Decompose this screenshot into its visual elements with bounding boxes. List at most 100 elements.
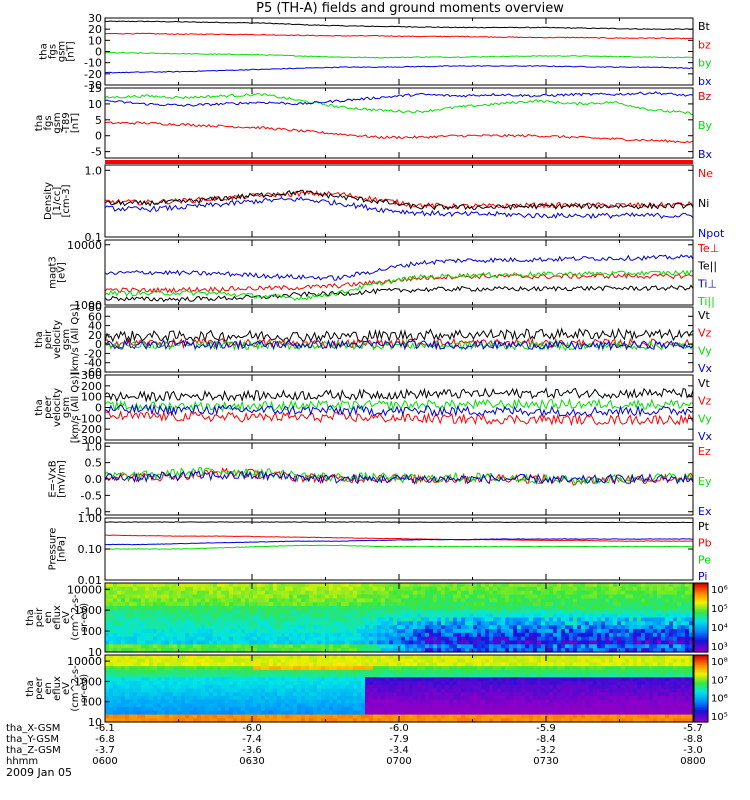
spectrogram-cell <box>409 621 414 626</box>
spectrogram-cell <box>389 669 394 675</box>
spectrogram-cell <box>493 636 498 642</box>
spectrogram-cell <box>637 609 642 615</box>
spectrogram-cell <box>329 707 334 712</box>
spectrogram-cell <box>169 655 174 660</box>
spectrogram-cell <box>305 707 310 712</box>
spectrogram-cell <box>509 625 514 630</box>
spectrogram-cell <box>109 621 114 626</box>
spectrogram-cell <box>137 602 142 607</box>
spectrogram-cell <box>253 695 258 701</box>
spectrogram-cell <box>149 586 154 592</box>
spectrogram-cell <box>277 655 282 660</box>
spectrogram-cell <box>457 640 462 645</box>
spectrogram-cell <box>505 673 510 678</box>
spectrogram-cell <box>373 594 378 599</box>
spectrogram-cell <box>301 684 306 690</box>
spectrogram-cell <box>513 673 518 678</box>
spectrogram-cell <box>233 621 238 626</box>
spectrogram-cell <box>389 655 394 660</box>
spectrogram-cell <box>145 606 150 611</box>
spectrogram-cell <box>261 629 266 634</box>
colorbar-swatch <box>694 627 708 631</box>
y-axis-label-line: fgs <box>48 44 59 59</box>
spectrogram-cell <box>601 648 606 653</box>
spectrogram-cell <box>353 688 358 693</box>
spectrogram-cell <box>525 644 530 649</box>
spectrogram-cell <box>501 699 506 704</box>
spectrogram-cell <box>225 625 230 630</box>
spectrogram-cell <box>165 586 170 592</box>
spectrogram-cell <box>441 609 446 615</box>
spectrogram-cell <box>113 602 118 607</box>
spectrogram-cell <box>169 695 174 701</box>
spectrogram-cell <box>677 644 682 649</box>
spectrogram-cell <box>409 666 414 671</box>
spectrogram-cell <box>241 666 246 671</box>
spectrogram-cell <box>493 586 498 592</box>
spectrogram-cell <box>229 629 234 634</box>
spectrogram-cell <box>257 583 262 588</box>
spectrogram-cell <box>477 609 482 615</box>
spectrogram-cell <box>357 617 362 622</box>
spectrogram-cell <box>345 583 350 588</box>
spectrogram-cell <box>309 606 314 611</box>
spectrogram-cell <box>573 583 578 588</box>
spectrogram-cell <box>657 613 662 619</box>
spectrogram-cell <box>217 636 222 642</box>
spectrogram-cell <box>217 629 222 634</box>
spectrogram-cell <box>173 703 178 708</box>
spectrogram-cell <box>273 613 278 619</box>
spectrogram-cell <box>233 662 238 667</box>
spectrogram-cell <box>541 644 546 649</box>
spectrogram-cell <box>361 669 366 675</box>
spectrogram-cell <box>285 594 290 599</box>
spectrogram-cell <box>421 692 426 697</box>
spectrogram-cell <box>301 644 306 649</box>
spectrogram-cell <box>413 590 418 596</box>
spectrogram-cell <box>249 681 254 686</box>
spectrogram-cell <box>313 666 318 671</box>
spectrogram-cell <box>449 590 454 596</box>
spectrogram-cell <box>433 640 438 645</box>
spectrogram-cell <box>289 684 294 690</box>
spectrogram-cell <box>373 648 378 653</box>
spectrogram-cell <box>425 609 430 615</box>
spectrogram-cell <box>553 625 558 630</box>
spectrogram-cell <box>181 662 186 667</box>
spectrogram-cell <box>677 602 682 607</box>
spectrogram-cell <box>633 636 638 642</box>
spectrogram-cell <box>393 707 398 712</box>
spectrogram-cell <box>337 598 342 603</box>
series-line-Vt <box>105 386 693 403</box>
spectrogram-cell <box>157 583 162 588</box>
spectrogram-cell <box>369 677 374 682</box>
spectrogram-cell <box>217 625 222 630</box>
spectrogram-cell <box>501 714 506 719</box>
spectrogram-cell <box>173 655 178 660</box>
spectrogram-cell <box>417 632 422 638</box>
spectrogram-cell <box>549 590 554 596</box>
spectrogram-cell <box>357 621 362 626</box>
spectrogram-cell <box>409 688 414 693</box>
spectrogram-cell <box>209 688 214 693</box>
spectrogram-cell <box>577 606 582 611</box>
spectrogram-cell <box>533 613 538 619</box>
spectrogram-cell <box>177 625 182 630</box>
spectrogram-cell <box>233 688 238 693</box>
spectrogram-cell <box>361 718 366 723</box>
spectrogram-cell <box>305 629 310 634</box>
spectrogram-cell <box>157 644 162 649</box>
spectrogram-cell <box>457 655 462 660</box>
spectrogram-cell <box>577 598 582 603</box>
spectrogram-cell <box>501 636 506 642</box>
spectrogram-cell <box>657 640 662 645</box>
spectrogram-cell <box>565 640 570 645</box>
spectrogram-cell <box>433 662 438 667</box>
spectrogram-cell <box>541 602 546 607</box>
spectrogram-cell <box>209 677 214 682</box>
spectrogram-cell <box>277 644 282 649</box>
spectrogram-cell <box>437 692 442 697</box>
spectrogram-cell <box>221 688 226 693</box>
spectrogram-cell <box>185 655 190 660</box>
spectrogram-cell <box>381 703 386 708</box>
